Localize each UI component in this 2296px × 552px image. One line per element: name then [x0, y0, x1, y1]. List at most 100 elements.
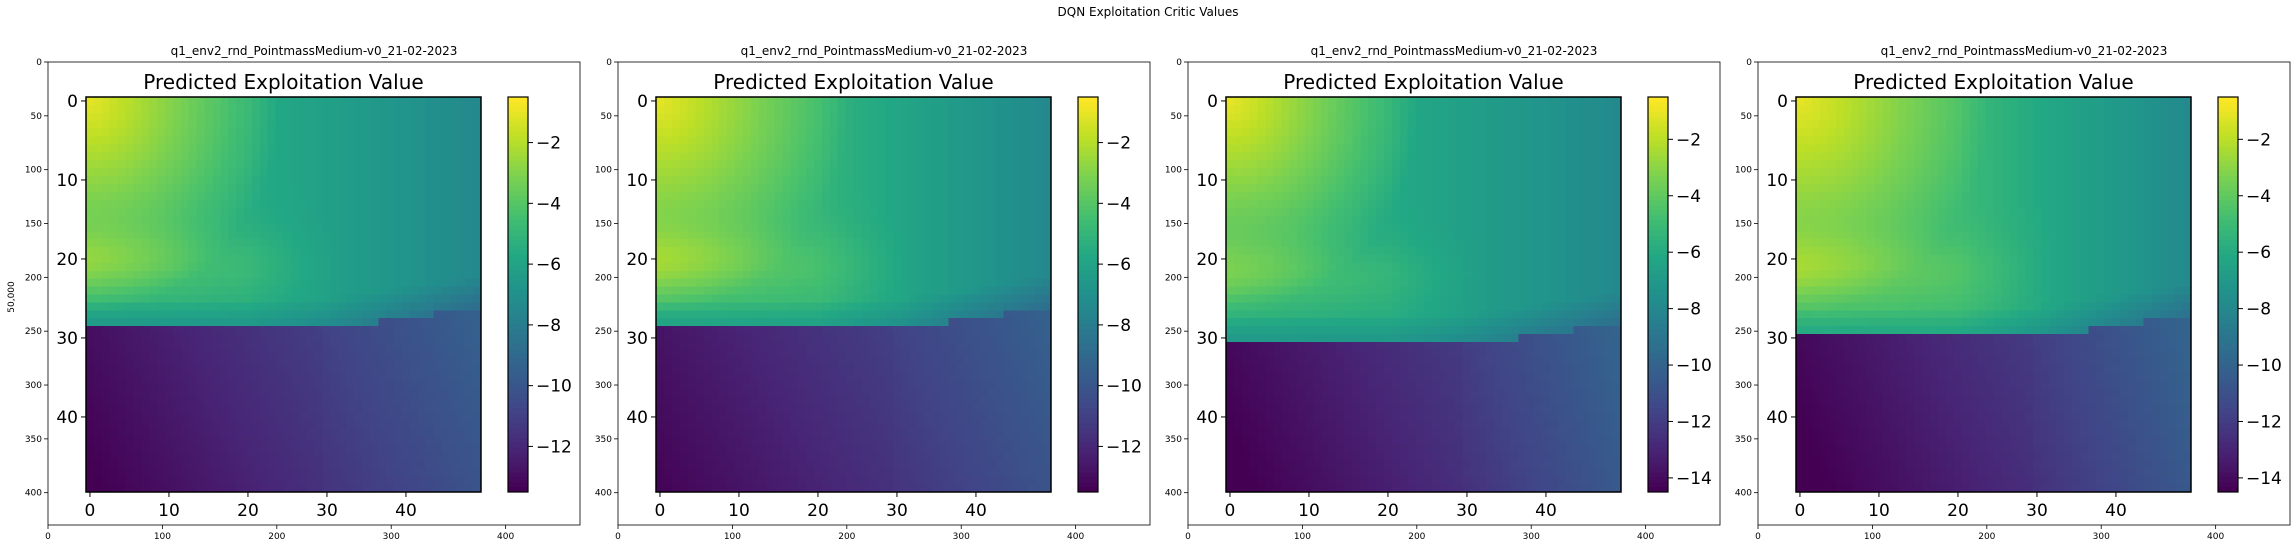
heatmap-cell — [853, 255, 862, 264]
heatmap-cell — [228, 365, 237, 374]
heatmap-cell — [695, 444, 704, 453]
heatmap-cell — [742, 326, 752, 335]
heatmap-cell — [101, 199, 111, 208]
heatmap-cell — [758, 97, 767, 106]
outer-x-tick-label: 0 — [615, 532, 621, 542]
colorbar-segment — [508, 319, 528, 325]
heatmap-cell — [695, 310, 704, 319]
heatmap-cell — [766, 199, 775, 208]
heatmap-cell — [703, 278, 712, 287]
heatmap-cell — [283, 420, 292, 430]
heatmap-cell — [346, 168, 355, 177]
heatmap-cell — [814, 191, 823, 201]
heatmap-cell — [236, 357, 245, 366]
heatmap-cell — [916, 389, 925, 398]
heatmap-cell — [259, 310, 269, 319]
heatmap-cell — [900, 144, 910, 153]
heatmap-cell — [236, 278, 245, 287]
heatmap-cell — [1043, 239, 1052, 248]
heatmap-cell — [165, 334, 174, 343]
heatmap-cell — [402, 128, 411, 137]
heatmap-cell — [979, 191, 989, 201]
heatmap-cell — [656, 160, 665, 169]
heatmap-cell — [711, 97, 720, 106]
heatmap-cell — [188, 294, 197, 303]
heatmap-cell — [782, 413, 791, 422]
heatmap-cell — [141, 420, 150, 430]
heatmap-cell — [425, 231, 434, 240]
heatmap-cell — [679, 381, 688, 390]
heatmap-cell — [806, 334, 815, 343]
heatmap-cell — [774, 239, 783, 248]
heatmap-cell — [323, 199, 332, 208]
heatmap-cell — [394, 231, 403, 240]
heatmap-cell — [782, 302, 791, 311]
heatmap-cell — [441, 460, 450, 469]
heatmap-cell — [814, 444, 823, 453]
heatmap-cell — [750, 373, 760, 382]
heatmap-cell — [141, 484, 150, 493]
heatmap-cell — [354, 191, 363, 201]
heatmap-cell — [157, 255, 166, 264]
heatmap-cell — [378, 349, 387, 359]
heatmap-cell — [212, 112, 221, 122]
heatmap-cell — [798, 160, 807, 169]
heatmap-cell — [180, 239, 190, 248]
heatmap-cell — [837, 413, 846, 422]
heatmap-cell — [402, 310, 411, 319]
heatmap-cell — [806, 286, 815, 295]
heatmap-cell — [806, 223, 815, 232]
heatmap-cell — [323, 207, 332, 216]
heatmap-cell — [354, 349, 363, 359]
heatmap-cell — [315, 484, 324, 493]
heatmap-cell — [758, 128, 767, 137]
heatmap-cell — [283, 199, 292, 208]
heatmap-cell — [449, 176, 458, 185]
heatmap-cell — [758, 302, 767, 311]
heatmap-cell — [409, 413, 419, 422]
heatmap-cell — [449, 152, 458, 161]
heatmap-cell — [916, 452, 925, 461]
heatmap-cell — [244, 239, 253, 248]
heatmap-cell — [236, 199, 245, 208]
heatmap-cell — [885, 420, 894, 430]
heatmap-cell — [149, 436, 158, 445]
colorbar-segment — [508, 101, 528, 108]
heatmap-cell — [964, 373, 973, 382]
heatmap-cell — [900, 365, 910, 374]
heatmap-cell — [908, 452, 918, 461]
heatmap-cell — [671, 160, 681, 169]
heatmap-cell — [995, 318, 1004, 327]
heatmap-cell — [656, 452, 665, 461]
heatmap-cell — [663, 128, 673, 137]
heatmap-cell — [1027, 286, 1036, 295]
heatmap-cell — [125, 183, 134, 193]
heatmap-cell — [703, 389, 712, 398]
heatmap-cell — [964, 381, 973, 390]
heatmap-cell — [283, 223, 292, 232]
heatmap-cell — [663, 160, 673, 169]
heatmap-cell — [877, 231, 886, 240]
heatmap-cell — [845, 239, 854, 248]
heatmap-cell — [798, 112, 807, 122]
heatmap-cell — [338, 191, 348, 201]
heatmap-cell — [758, 144, 767, 153]
heatmap-cell — [362, 460, 371, 469]
heatmap-cell — [299, 405, 308, 414]
heatmap-cell — [845, 97, 854, 106]
heatmap-cell — [877, 341, 886, 351]
heatmap-cell — [196, 365, 205, 374]
heatmap-cell — [125, 452, 134, 461]
heatmap-cell — [315, 452, 324, 461]
heatmap-cell — [259, 286, 269, 295]
heatmap-cell — [449, 191, 458, 201]
heatmap-cell — [885, 444, 894, 453]
heatmap-cell — [932, 120, 941, 129]
heatmap-cell — [877, 444, 886, 453]
heatmap-cell — [236, 302, 245, 311]
heatmap-cell — [386, 294, 395, 303]
heatmap-cell — [299, 389, 308, 398]
heatmap-cell — [141, 160, 150, 169]
heatmap-cell — [465, 183, 474, 193]
heatmap-cell — [679, 152, 688, 161]
